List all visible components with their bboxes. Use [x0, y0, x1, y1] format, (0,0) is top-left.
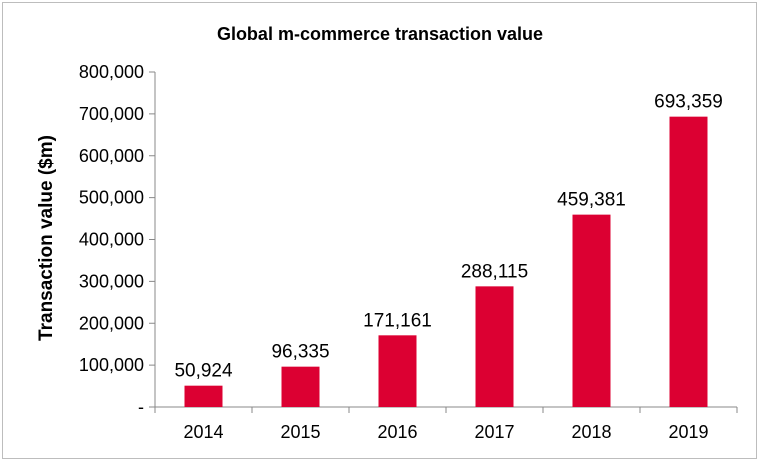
- x-tick-label-2016: 2016: [377, 422, 417, 442]
- data-label-2014: 50,924: [174, 361, 233, 382]
- bar-2019: [669, 116, 708, 408]
- x-tick-label-2014: 2014: [183, 422, 223, 442]
- y-tick-label: 400,000: [79, 230, 144, 250]
- y-tick-label: 500,000: [79, 188, 144, 208]
- chart-title: Global m-commerce transaction value: [217, 24, 543, 44]
- y-tick-label: 100,000: [79, 355, 144, 375]
- y-tick-label: 700,000: [79, 104, 144, 124]
- y-tick-label: -: [138, 397, 144, 417]
- x-tick-label-2019: 2019: [668, 422, 708, 442]
- y-tick-label: 300,000: [79, 271, 144, 291]
- x-tick-label-2015: 2015: [280, 422, 320, 442]
- data-label-2017: 288,115: [461, 261, 528, 282]
- bar-2015: [281, 366, 320, 407]
- y-axis-label: Transaction value ($m): [36, 135, 57, 341]
- data-label-2018: 459,381: [557, 190, 626, 211]
- data-label-2019: 693,359: [654, 92, 723, 113]
- plot-area: - 100,000 200,000 300,000 400,000 500,000 600,…: [79, 62, 738, 442]
- x-tick-label-2017: 2017: [474, 422, 514, 442]
- y-tick-label: 600,000: [79, 146, 144, 166]
- data-label-2016: 171,161: [363, 310, 432, 331]
- bar-2014: [184, 385, 223, 407]
- y-tick-label: 200,000: [79, 313, 144, 333]
- bar-2016: [378, 335, 417, 407]
- data-label-2015: 96,335: [271, 342, 329, 363]
- bar-2017: [475, 286, 514, 407]
- y-tick-label: 800,000: [79, 62, 144, 82]
- x-tick-label-2018: 2018: [571, 422, 611, 442]
- bar-2018: [572, 214, 611, 407]
